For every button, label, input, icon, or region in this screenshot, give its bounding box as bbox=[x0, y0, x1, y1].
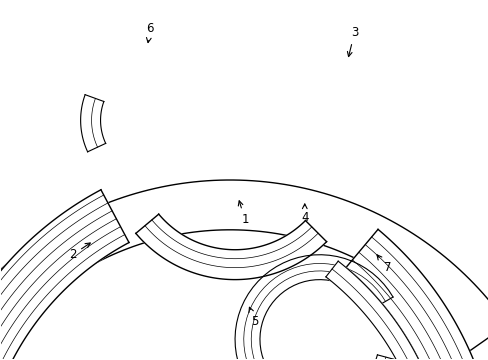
Text: 3: 3 bbox=[346, 26, 358, 57]
Text: 7: 7 bbox=[376, 255, 390, 274]
Text: 5: 5 bbox=[248, 307, 258, 328]
Polygon shape bbox=[136, 214, 326, 280]
Text: 4: 4 bbox=[301, 204, 308, 224]
Text: 6: 6 bbox=[146, 22, 154, 42]
Text: 2: 2 bbox=[69, 243, 90, 261]
Polygon shape bbox=[325, 261, 434, 360]
Polygon shape bbox=[0, 180, 488, 353]
Text: 1: 1 bbox=[238, 201, 248, 226]
Polygon shape bbox=[235, 255, 401, 360]
Polygon shape bbox=[81, 95, 105, 152]
Polygon shape bbox=[346, 229, 487, 360]
Polygon shape bbox=[0, 190, 129, 360]
